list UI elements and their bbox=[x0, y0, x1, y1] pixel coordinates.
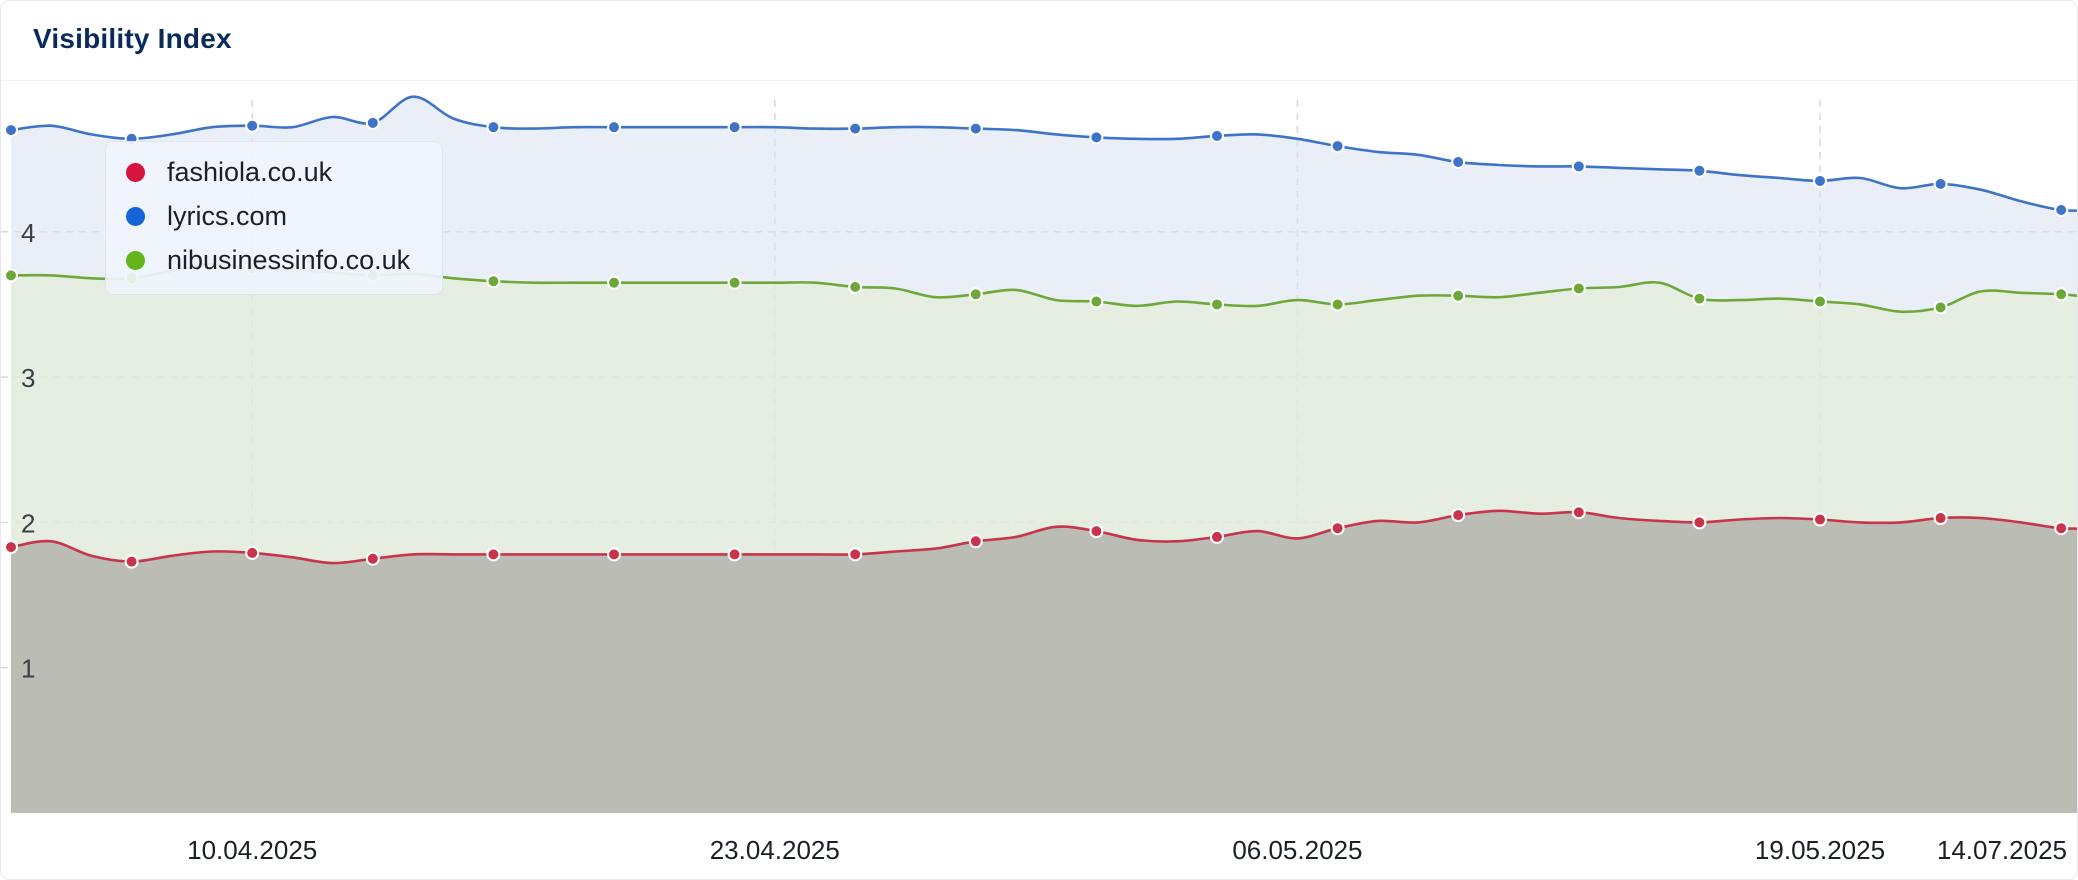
legend-label-nibusinessinfo: nibusinessinfo.co.uk bbox=[167, 244, 411, 275]
series-point-1[interactable] bbox=[1692, 163, 1707, 178]
series-point-1[interactable] bbox=[848, 121, 863, 136]
series-point-2[interactable] bbox=[968, 287, 983, 302]
series-line-0[interactable] bbox=[10, 423, 2077, 665]
series-point-1[interactable] bbox=[365, 115, 380, 130]
series-point-2[interactable] bbox=[1692, 291, 1707, 306]
series-point-0[interactable] bbox=[1813, 512, 1827, 527]
series-point-2[interactable] bbox=[1571, 281, 1586, 296]
series-point-2[interactable] bbox=[1813, 294, 1827, 309]
legend-marker-nibusinessinfo bbox=[126, 250, 145, 270]
series-point-2[interactable] bbox=[1933, 300, 1948, 315]
legend-marker-fashiola bbox=[126, 162, 145, 182]
series-point-1[interactable] bbox=[727, 120, 742, 135]
series-point-1[interactable] bbox=[1571, 159, 1586, 174]
legend-marker-lyrics bbox=[126, 206, 145, 226]
series-point-2[interactable] bbox=[727, 275, 742, 290]
x-tick-label: 06.05.2025 bbox=[1232, 835, 1362, 865]
series-point-2[interactable] bbox=[607, 275, 621, 290]
series-point-2[interactable] bbox=[848, 280, 863, 295]
series-point-1[interactable] bbox=[1813, 173, 1827, 188]
series-point-2[interactable] bbox=[1210, 297, 1224, 312]
series-point-0[interactable] bbox=[848, 547, 863, 562]
card-header: Visibility Index bbox=[1, 1, 2077, 81]
series-point-2[interactable] bbox=[1330, 297, 1345, 312]
series-point-2[interactable] bbox=[1451, 288, 1466, 303]
legend-item-lyrics[interactable]: lyrics.com bbox=[126, 198, 287, 234]
area-layer bbox=[11, 96, 2077, 813]
series-point-0[interactable] bbox=[1571, 505, 1586, 520]
x-tick-label: 10.04.2025 bbox=[187, 835, 317, 865]
series-point-1[interactable] bbox=[2054, 203, 2069, 218]
chart-legend: fashiola.co.uk lyrics.com nibusinessinfo… bbox=[105, 141, 443, 295]
series-point-2[interactable] bbox=[486, 274, 501, 289]
legend-item-nibusinessinfo[interactable]: nibusinessinfo.co.uk bbox=[126, 242, 410, 278]
series-point-2[interactable] bbox=[1089, 294, 1104, 309]
series-point-0[interactable] bbox=[124, 554, 139, 569]
legend-label-lyrics: lyrics.com bbox=[167, 200, 287, 231]
series-point-2[interactable] bbox=[4, 268, 18, 283]
series-point-1[interactable] bbox=[1210, 128, 1224, 143]
series-line-1[interactable] bbox=[10, 95, 2077, 578]
series-point-1[interactable] bbox=[245, 118, 260, 133]
y-tick-label: 2 bbox=[21, 508, 35, 538]
point-layer bbox=[4, 115, 2069, 569]
series-point-0[interactable] bbox=[1451, 508, 1466, 523]
card-title: Visibility Index bbox=[33, 23, 232, 54]
x-tick-label: 23.04.2025 bbox=[710, 835, 840, 865]
series-point-1[interactable] bbox=[1330, 139, 1345, 154]
series-point-0[interactable] bbox=[245, 545, 260, 560]
y-tick-label: 4 bbox=[21, 218, 35, 248]
legend-item-fashiola[interactable]: fashiola.co.uk bbox=[126, 154, 332, 190]
x-tick-label: 19.05.2025 bbox=[1755, 835, 1885, 865]
series-point-0[interactable] bbox=[1330, 521, 1345, 536]
series-point-0[interactable] bbox=[968, 534, 983, 549]
series-point-1[interactable] bbox=[486, 120, 501, 135]
series-point-1[interactable] bbox=[1451, 155, 1466, 170]
series-point-0[interactable] bbox=[607, 547, 621, 562]
series-point-0[interactable] bbox=[2054, 521, 2069, 536]
x-tick-label: 14.07.2025 bbox=[1937, 835, 2067, 865]
series-point-1[interactable] bbox=[4, 123, 18, 138]
series-point-1[interactable] bbox=[1933, 176, 1948, 191]
series-point-0[interactable] bbox=[1692, 515, 1707, 530]
series-line-2[interactable] bbox=[10, 255, 2077, 540]
series-area-0 bbox=[11, 510, 2077, 813]
series-point-0[interactable] bbox=[486, 547, 501, 562]
series-point-0[interactable] bbox=[365, 551, 380, 566]
series-point-0[interactable] bbox=[1210, 529, 1224, 544]
series-point-2[interactable] bbox=[2054, 287, 2069, 302]
y-tick-label: 1 bbox=[21, 654, 35, 684]
y-tick-label: 3 bbox=[21, 363, 35, 393]
series-point-1[interactable] bbox=[1089, 130, 1104, 145]
series-point-1[interactable] bbox=[968, 121, 983, 136]
series-point-0[interactable] bbox=[1933, 511, 1948, 526]
axis-layer: 1 2 3 4 10.04.2025 23.04.2025 06.05.2025 19.05.… bbox=[21, 218, 2067, 865]
series-point-0[interactable] bbox=[4, 540, 18, 555]
series-point-0[interactable] bbox=[727, 547, 742, 562]
series-point-0[interactable] bbox=[1089, 524, 1104, 539]
series-point-1[interactable] bbox=[607, 120, 621, 135]
legend-label-fashiola: fashiola.co.uk bbox=[167, 156, 333, 187]
line-layer bbox=[10, 95, 2077, 665]
